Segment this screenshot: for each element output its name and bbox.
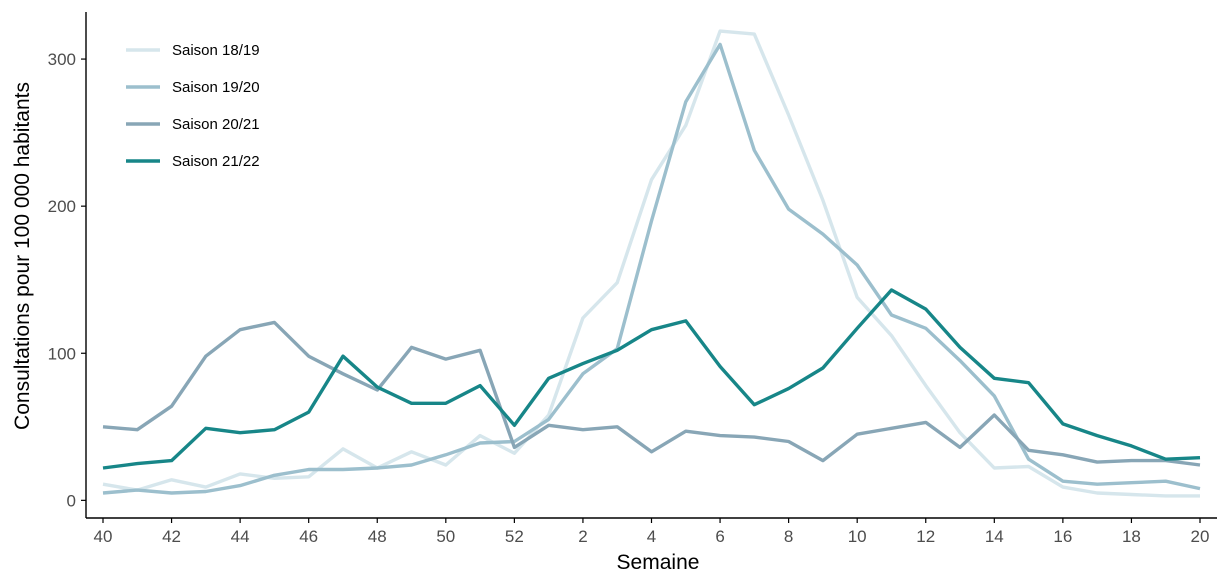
x-tick-label: 14 xyxy=(985,527,1004,546)
legend-label: Saison 21/22 xyxy=(172,153,260,170)
x-tick-label: 42 xyxy=(162,527,181,546)
x-tick-label: 2 xyxy=(578,527,587,546)
x-tick-label: 18 xyxy=(1122,527,1141,546)
series-line-3 xyxy=(102,320,1201,467)
x-tick-label: 10 xyxy=(848,527,867,546)
x-tick-label: 8 xyxy=(784,527,793,546)
x-tick-label: 12 xyxy=(916,527,935,546)
x-tick-label: 46 xyxy=(299,527,318,546)
x-tick-label: 48 xyxy=(368,527,387,546)
legend-label: Saison 18/19 xyxy=(172,42,260,59)
series-line-4 xyxy=(102,288,1201,470)
x-axis-title: Semaine xyxy=(617,551,700,574)
y-ticks: 0 100 200 300 xyxy=(48,50,86,510)
x-tick-label: 16 xyxy=(1053,527,1072,546)
series-line-2 xyxy=(102,42,1201,495)
y-tick-label: 200 xyxy=(48,197,76,216)
x-tick-label: 40 xyxy=(94,527,113,546)
y-tick-label: 300 xyxy=(48,50,76,69)
x-tick-label: 6 xyxy=(715,527,724,546)
y-axis-title: Consultations pour 100 000 habitants xyxy=(11,82,34,430)
x-ticks: 40 42 44 46 48 50 52 2 4 6 8 10 12 14 16 18 20 xyxy=(94,518,1210,546)
x-tick-label: 52 xyxy=(505,527,524,546)
y-tick-label: 0 xyxy=(67,491,76,510)
x-tick-label: 20 xyxy=(1191,527,1210,546)
y-tick-label: 100 xyxy=(48,344,76,363)
series-line-1 xyxy=(102,29,1200,498)
series-layer xyxy=(102,29,1201,498)
x-tick-label: 44 xyxy=(231,527,250,546)
legend: Saison 18/19 Saison 19/20 Saison 20/21 Sais… xyxy=(126,42,260,170)
legend-label: Saison 19/20 xyxy=(172,79,260,96)
x-tick-label: 50 xyxy=(436,527,455,546)
legend-label: Saison 20/21 xyxy=(172,116,260,133)
x-tick-label: 4 xyxy=(647,527,656,546)
